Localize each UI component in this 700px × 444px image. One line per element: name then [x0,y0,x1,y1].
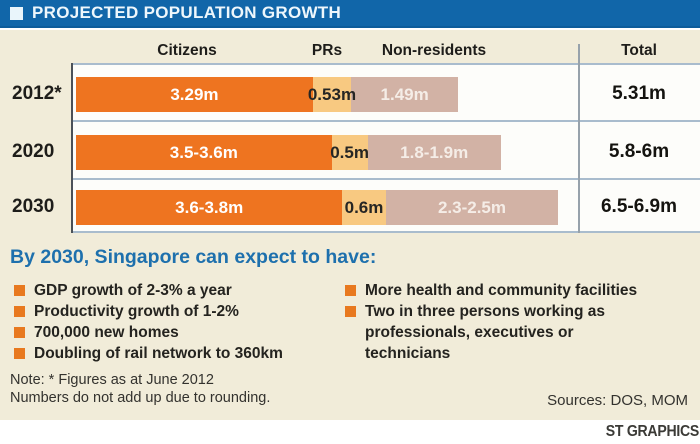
bar-segment-value: 3.6-3.8m [175,197,244,217]
bar-segment-non-residents: 2.3-2.5m [385,190,559,225]
bullet-square-icon [345,285,356,296]
bar-segment-value: 3.5-3.6m [169,142,238,162]
stacked-bar: 3.5-3.6m 0.5m 1.8-1.9m [76,135,501,170]
stacked-bar: 3.6-3.8m 0.6m 2.3-2.5m [76,190,559,225]
bar-segment-value: 1.49m [380,84,429,104]
bar-segment-value: 0.6m [344,197,384,217]
table-top-line [73,63,700,65]
credit-text: ST GRAPHICS [605,423,700,440]
bullet-item: Productivity growth of 1-2% [14,301,329,322]
bullet-text: More health and community facilities [365,280,637,301]
bar-segment-citizens: 3.6-3.8m [76,190,343,225]
row-separator-line [73,178,700,180]
total-value: 5.8-6m [608,141,670,162]
bar-segment-prs: 0.5m [330,135,369,170]
bullet-text-line: Two in three persons working as [365,303,606,320]
footnote-line: Numbers do not add up due to rounding. [10,390,271,406]
bar-segment-value: 0.5m [330,142,369,162]
bar-segment-value: 0.53m [307,84,357,104]
bar-segment-value: 3.29m [170,84,219,104]
bar-segment-value: 2.3-2.5m [437,197,506,217]
bar-segment-non-residents: 1.49m [351,77,459,112]
column-header-prs: PRs [311,42,343,59]
total-column-divider [578,44,580,233]
bullet-item: Doubling of rail network to 360km [14,343,329,364]
row-year-label: 2020 [12,141,55,162]
section-heading: By 2030, Singapore can expect to have: [10,246,377,268]
y-axis-line [71,63,73,233]
page-title: PROJECTED POPULATION GROWTH [32,3,342,22]
sources-text: Sources: DOS, MOM [547,392,688,409]
bar-segment-citizens: 3.29m [76,77,313,112]
bullet-text: Two in three persons working as professio… [365,301,605,364]
bar-segment-prs: 0.53m [308,77,356,112]
stacked-bar: 3.29m 0.53m 1.49m [76,77,459,112]
chart-panel: Citizens PRs Non-residents Total 2012* 3.… [0,30,700,420]
row-year-label: 2012* [12,83,62,104]
row-separator-line [73,120,700,122]
title-bar: PROJECTED POPULATION GROWTH [0,0,700,28]
table-bottom-line [73,231,700,233]
bar-segment-citizens: 3.5-3.6m [76,135,332,170]
bullet-square-icon [14,285,25,296]
bullet-text-line: Productivity growth of 1-2% [34,303,239,320]
column-header-non-residents: Non-residents [381,42,487,59]
row-year-label: 2030 [12,196,55,217]
bullet-item: 700,000 new homes [14,322,329,343]
bar-segment-non-residents: 1.8-1.9m [367,135,501,170]
bullet-list-right: More health and community facilities Two … [345,280,690,364]
square-bullet-icon [10,6,23,20]
bullet-text-line: 700,000 new homes [34,324,179,341]
bullet-text: Doubling of rail network to 360km [34,343,283,364]
bar-segment-prs: 0.6m [342,190,386,225]
total-value: 6.5-6.9m [600,196,678,217]
column-header-citizens: Citizens [157,42,217,59]
bullet-text-line: professionals, executives or [365,324,574,341]
bullet-item: More health and community facilities [345,280,690,301]
bullet-list-left: GDP growth of 2-3% a year Productivity gr… [14,280,329,364]
footnote-line: Note: * Figures as at June 2012 [10,372,214,388]
bullet-square-icon [345,306,356,317]
bullet-square-icon [14,327,25,338]
bullet-text: 700,000 new homes [34,322,179,343]
bullet-square-icon [14,348,25,359]
bullet-text: Productivity growth of 1-2% [34,301,239,322]
bullet-text-line: Doubling of rail network to 360km [34,345,283,362]
column-header-total: Total [621,42,657,59]
bullet-item: GDP growth of 2-3% a year [14,280,329,301]
bar-segment-value: 1.8-1.9m [400,142,469,162]
bullet-text: GDP growth of 2-3% a year [34,280,232,301]
bullet-text-line: More health and community facilities [365,282,638,299]
footnote: Note: * Figures as at June 2012 Numbers … [10,371,270,407]
footer-strip: ST GRAPHICS [0,420,700,444]
bullet-item: Two in three persons working as professio… [345,301,690,364]
bullet-square-icon [14,306,25,317]
bullet-text-line: GDP growth of 2-3% a year [34,282,232,299]
bullet-text-line: technicians [365,345,451,362]
total-value: 5.31m [612,83,666,104]
